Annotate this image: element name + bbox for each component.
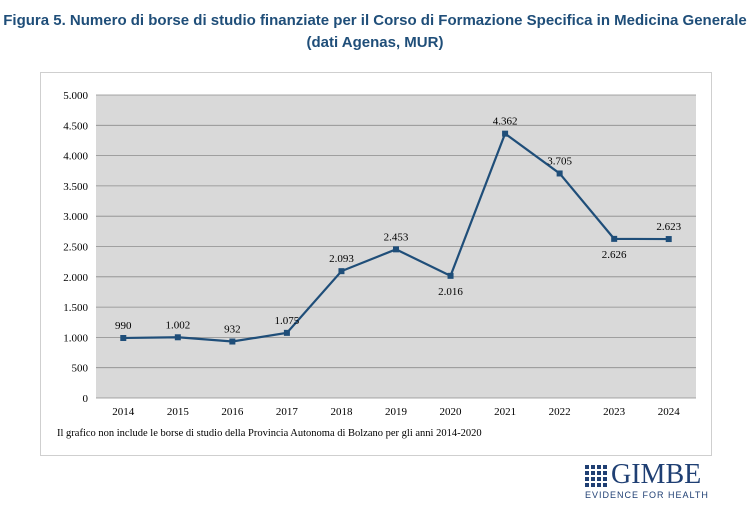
y-tick-label: 3.000 — [63, 211, 88, 223]
data-label: 990 — [115, 320, 132, 332]
x-tick-label: 2015 — [167, 406, 190, 418]
x-tick-label: 2022 — [549, 406, 571, 418]
x-tick-label: 2018 — [330, 406, 353, 418]
chart-note: Il grafico non include le borse di studi… — [57, 428, 482, 439]
y-tick-label: 3.500 — [63, 181, 88, 193]
x-tick-label: 2019 — [385, 406, 408, 418]
data-label: 2.093 — [329, 253, 354, 265]
data-point-marker — [120, 335, 127, 342]
x-tick-label: 2014 — [112, 406, 135, 418]
gimbe-logo: GIMBE EVIDENCE FOR HEALTH — [585, 459, 710, 502]
chart-title-line2: (dati Agenas, MUR) — [306, 34, 444, 51]
series: 990 1.002 932 1.075 2.093 2.453 2.016 4.362 3.70… — [115, 116, 682, 345]
y-tick-label: 1.500 — [63, 302, 88, 314]
data-point-marker — [611, 235, 618, 242]
chart-title: Figura 5. Numero di borse di studio fina… — [0, 10, 750, 54]
data-point-marker — [665, 236, 672, 243]
data-label: 2.626 — [602, 249, 627, 261]
data-label: 4.362 — [493, 116, 518, 128]
y-tick-label: 4.500 — [63, 120, 88, 132]
data-point-marker — [229, 338, 236, 345]
y-tick-label: 1.000 — [63, 332, 88, 344]
data-point-marker — [174, 334, 181, 341]
data-label: 2.453 — [384, 231, 409, 243]
x-tick-label: 2017 — [276, 406, 299, 418]
chart-title-line1: Figura 5. Numero di borse di studio fina… — [3, 12, 747, 29]
x-tick-label: 2024 — [658, 406, 681, 418]
logo-name: GIMBE — [611, 459, 702, 490]
y-tick-label: 0 — [83, 393, 89, 405]
y-tick-label: 4.000 — [63, 151, 88, 163]
line-chart: 0 500 1.000 1.500 2.000 2.500 3.000 3.500 4.000 4… — [57, 90, 696, 439]
data-point-marker — [502, 130, 509, 137]
data-point-marker — [447, 272, 454, 279]
y-tick-label: 500 — [72, 363, 89, 375]
data-point-marker — [283, 329, 290, 336]
x-tick-label: 2021 — [494, 406, 516, 418]
x-tick-label: 2016 — [221, 406, 244, 418]
x-tick-label: 2020 — [440, 406, 463, 418]
data-label: 1.075 — [275, 315, 300, 327]
grid-lines — [96, 94, 696, 399]
x-tick-label: 2023 — [603, 406, 626, 418]
data-point-marker — [556, 170, 563, 177]
data-label: 932 — [224, 324, 241, 336]
y-tick-label: 2.500 — [63, 242, 88, 254]
logo-tagline: EVIDENCE FOR HEALTH — [585, 490, 709, 500]
y-axis-ticks: 0 500 1.000 1.500 2.000 2.500 3.000 3.500 4.000 4… — [63, 90, 88, 405]
y-tick-label: 2.000 — [63, 272, 88, 284]
chart-frame: 0 500 1.000 1.500 2.000 2.500 3.000 3.500 4.000 4… — [40, 72, 712, 456]
data-point-marker — [338, 268, 345, 275]
data-label: 1.002 — [165, 319, 190, 331]
x-axis-ticks: 2014 2015 2016 2017 2018 2019 2020 2021 2022 2023… — [112, 406, 680, 418]
y-tick-label: 5.000 — [63, 90, 88, 102]
gimbe-grid-icon — [585, 465, 607, 487]
data-point-marker — [393, 246, 399, 253]
data-label: 3.705 — [547, 155, 572, 167]
data-label: 2.016 — [438, 286, 463, 298]
data-label: 2.623 — [656, 221, 681, 233]
